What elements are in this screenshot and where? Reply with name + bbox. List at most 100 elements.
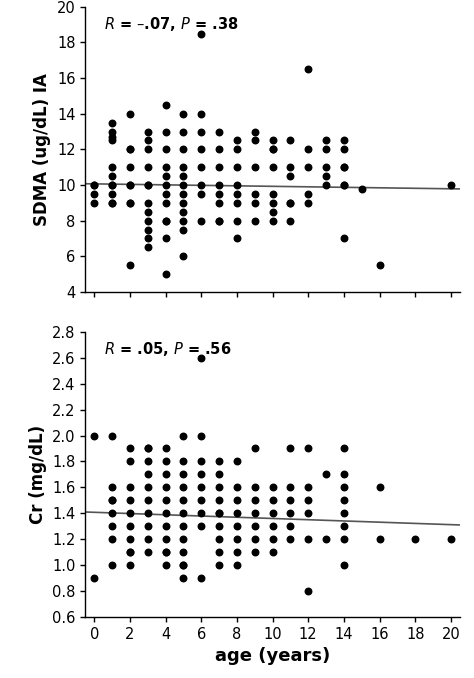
- Point: [233, 508, 241, 519]
- Point: [108, 188, 116, 199]
- Point: [287, 521, 294, 532]
- Point: [180, 206, 187, 217]
- Point: [287, 135, 294, 146]
- Point: [198, 430, 205, 441]
- Point: [233, 197, 241, 208]
- Point: [108, 560, 116, 571]
- Point: [180, 188, 187, 199]
- Point: [180, 251, 187, 262]
- Point: [304, 443, 312, 454]
- Point: [180, 162, 187, 173]
- Point: [215, 215, 223, 226]
- Point: [269, 508, 276, 519]
- Point: [91, 197, 98, 208]
- Point: [304, 482, 312, 493]
- Point: [126, 180, 134, 191]
- Point: [144, 180, 152, 191]
- Point: [180, 546, 187, 557]
- Point: [215, 534, 223, 544]
- Point: [287, 197, 294, 208]
- Point: [162, 534, 169, 544]
- Point: [215, 180, 223, 191]
- Point: [269, 162, 276, 173]
- Point: [251, 126, 258, 137]
- Point: [215, 456, 223, 467]
- Point: [108, 126, 116, 137]
- Point: [215, 188, 223, 199]
- Point: [162, 268, 169, 279]
- Point: [126, 260, 134, 271]
- Point: [340, 521, 347, 532]
- Point: [233, 495, 241, 506]
- Point: [126, 443, 134, 454]
- Point: [251, 135, 258, 146]
- Point: [198, 215, 205, 226]
- Point: [144, 233, 152, 244]
- Point: [108, 508, 116, 519]
- Point: [180, 108, 187, 119]
- Point: [340, 162, 347, 173]
- Point: [251, 534, 258, 544]
- Point: [340, 443, 347, 454]
- Point: [287, 495, 294, 506]
- Point: [162, 215, 169, 226]
- Point: [162, 495, 169, 506]
- Point: [340, 560, 347, 571]
- Point: [162, 233, 169, 244]
- Point: [162, 126, 169, 137]
- X-axis label: age (years): age (years): [215, 647, 330, 665]
- Point: [287, 534, 294, 544]
- Point: [215, 546, 223, 557]
- Point: [287, 443, 294, 454]
- Point: [287, 162, 294, 173]
- Point: [340, 144, 347, 155]
- Point: [233, 233, 241, 244]
- Point: [180, 495, 187, 506]
- Point: [144, 495, 152, 506]
- Point: [269, 206, 276, 217]
- Point: [304, 188, 312, 199]
- Point: [144, 242, 152, 253]
- Point: [162, 162, 169, 173]
- Point: [233, 456, 241, 467]
- Point: [340, 162, 347, 173]
- Point: [144, 482, 152, 493]
- Point: [322, 534, 330, 544]
- Point: [126, 144, 134, 155]
- Point: [215, 521, 223, 532]
- Point: [162, 546, 169, 557]
- Point: [215, 560, 223, 571]
- Point: [126, 197, 134, 208]
- Point: [251, 443, 258, 454]
- Point: [322, 180, 330, 191]
- Point: [108, 495, 116, 506]
- Point: [126, 521, 134, 532]
- Point: [287, 482, 294, 493]
- Point: [162, 521, 169, 532]
- Point: [108, 135, 116, 146]
- Point: [215, 126, 223, 137]
- Point: [180, 224, 187, 235]
- Point: [162, 456, 169, 467]
- Point: [304, 534, 312, 544]
- Point: [108, 132, 116, 142]
- Point: [126, 495, 134, 506]
- Point: [233, 546, 241, 557]
- Point: [376, 534, 383, 544]
- Point: [376, 260, 383, 271]
- Point: [180, 560, 187, 571]
- Point: [198, 353, 205, 363]
- Point: [251, 215, 258, 226]
- Point: [198, 521, 205, 532]
- Point: [287, 508, 294, 519]
- Point: [447, 180, 455, 191]
- Point: [144, 180, 152, 191]
- Point: [340, 233, 347, 244]
- Point: [144, 215, 152, 226]
- Point: [126, 456, 134, 467]
- Point: [304, 64, 312, 75]
- Point: [251, 188, 258, 199]
- Point: [180, 126, 187, 137]
- Point: [251, 521, 258, 532]
- Point: [180, 508, 187, 519]
